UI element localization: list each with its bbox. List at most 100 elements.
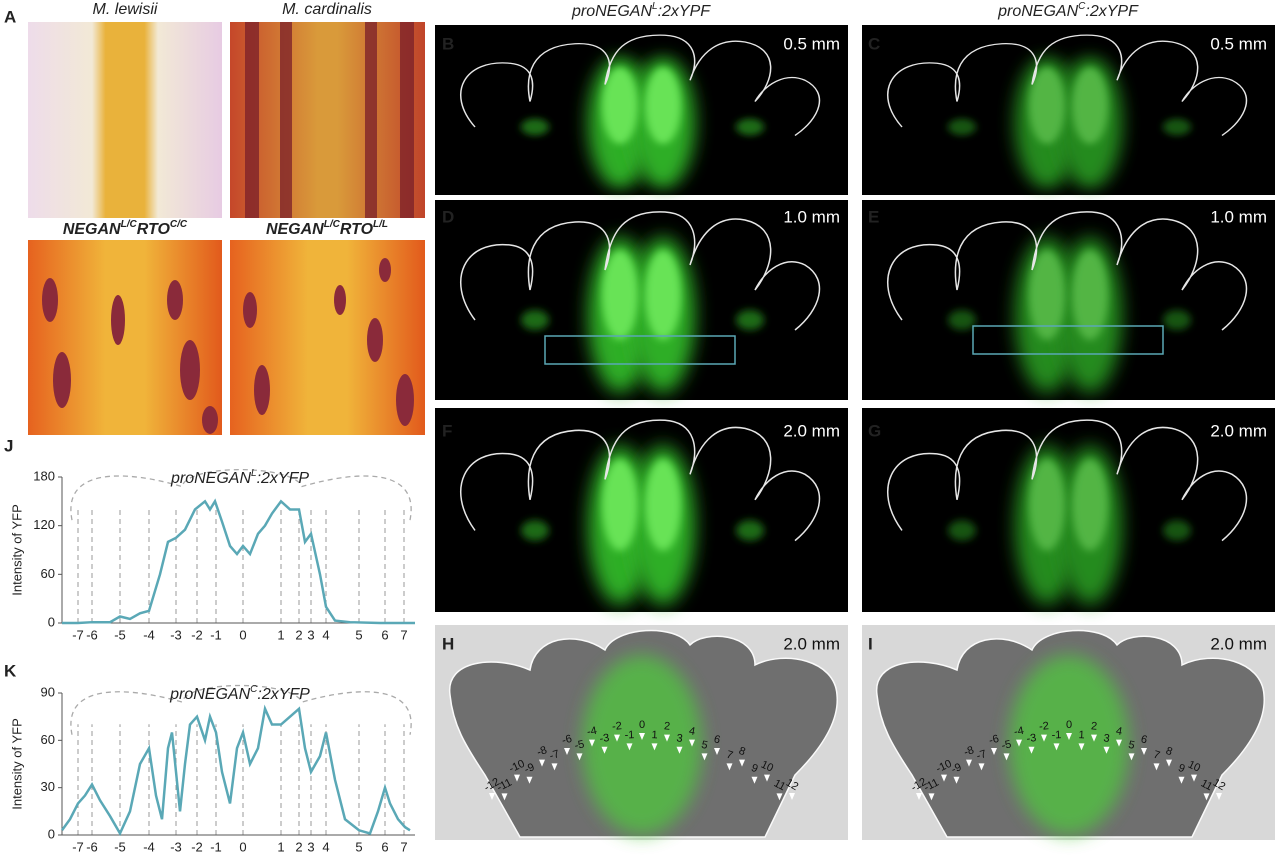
chart-title-part: proNEGAN [169,686,250,703]
x-tick-label: 3 [307,627,314,642]
column-header-part: proNEGAN [997,3,1078,20]
vein-label: 12 [784,777,801,794]
y-axis-label: Intensity of YFP [9,718,24,810]
vein-arrow [639,733,645,740]
vein-arrow [764,774,770,782]
x-tick-label: -4 [143,839,155,854]
x-tick-label: -6 [86,839,98,854]
panel-label: J [4,436,13,455]
x-tick-label: 2 [295,839,302,854]
x-tick-label: 7 [400,839,407,854]
vein-arrow [564,748,570,755]
chart-title: proNEGANC:2xYFP [169,684,310,703]
x-tick-label: 6 [381,839,388,854]
scale-label: 2.0 mm [783,421,840,440]
vein-arrow [1141,748,1147,755]
vein-label: -1 [1051,729,1061,741]
x-tick-label: -6 [86,627,98,642]
genotype-label-part: L/L [373,219,388,230]
y-tick-label: 60 [41,732,55,747]
x-tick-label: -3 [170,627,182,642]
panel-label: B [442,34,454,53]
data-line [62,498,415,625]
x-tick-label: 2 [295,627,302,642]
vein-label: -5 [1000,738,1012,752]
image-panel [435,25,848,195]
vein-arrow [1041,734,1047,742]
vein-label: 7 [725,749,734,762]
vein-label: -8 [962,744,975,759]
vein-arrow [539,759,545,767]
vein-arrow [701,753,708,761]
vein-label: 6 [713,733,722,746]
vein-label: -3 [1026,732,1037,745]
genotype-label: NEGANL/CRTOC/C [63,219,188,238]
vein-label: 3 [1103,732,1111,745]
vein-arrow [726,763,733,771]
vein-arrow [916,793,922,800]
vein-label: 4 [1115,725,1123,738]
vein-arrow [551,763,558,771]
vein-label: -5 [573,738,585,752]
vein-label: 2 [663,720,670,732]
vein-arrow [601,746,608,754]
vein-arrow [1016,739,1022,747]
data-line [60,704,411,837]
vein-label: 5 [1127,739,1136,752]
panel-label: G [868,421,881,440]
genotype-label-part: RTO [137,221,171,238]
y-tick-label: 90 [41,684,55,699]
image-panel [435,625,848,840]
y-tick-label: 180 [33,468,55,483]
image-panel [862,408,1275,612]
vein-arrow [626,743,633,751]
chart-title-part: :2xYFP [257,470,310,487]
vein-arrow [739,759,745,767]
vein-arrow [789,793,795,800]
chart-title-part: proNEGAN [170,470,251,487]
vein-arrow [751,776,758,784]
vein-arrow [1066,733,1072,740]
vein-label: -1 [624,729,634,741]
x-tick-label: -5 [114,627,126,642]
vein-arrow [1028,746,1035,754]
panel-label: A [4,7,16,26]
column-header: proNEGANL:2xYPF [571,1,711,20]
vein-arrow [714,748,720,755]
panel-label: H [442,634,454,653]
vein-label: -6 [988,733,1001,747]
x-tick-label: 5 [355,627,362,642]
genotype-label-part: RTO [340,221,374,238]
vein-arrow [501,793,508,801]
x-tick-label: 6 [381,627,388,642]
vein-label: 4 [688,725,696,738]
chart-title-part: :2xYFP [257,686,310,703]
scale-label: 1.0 mm [1210,207,1267,226]
scale-label: 0.5 mm [1210,34,1267,53]
vein-arrow [991,748,997,755]
vein-arrow [776,793,783,801]
chart-title-part: C [250,684,258,695]
column-header-part: L [652,1,658,12]
x-tick-label: 7 [400,627,407,642]
spots [42,258,414,434]
x-tick-label: 4 [322,627,329,642]
y-tick-label: 120 [33,517,55,532]
roi-box [972,325,1164,355]
panel-label: D [442,207,454,226]
vein-label: 1 [1078,729,1085,741]
x-tick-label: -7 [72,839,84,854]
vein-label: 0 [639,719,645,731]
genotype-label-part: L/C [324,219,341,230]
scale-label: 2.0 mm [1210,634,1267,653]
photo [230,22,425,218]
vein-arrow [676,746,683,754]
scale-label: 2.0 mm [783,634,840,653]
vein-label: -2 [612,720,623,733]
vein-label: 9 [1176,762,1186,775]
vein-label: 0 [1066,719,1072,731]
x-tick-label: -7 [72,627,84,642]
vein-arrow [1203,793,1210,801]
vein-arrow [1128,753,1135,761]
y-tick-label: 60 [41,566,55,581]
